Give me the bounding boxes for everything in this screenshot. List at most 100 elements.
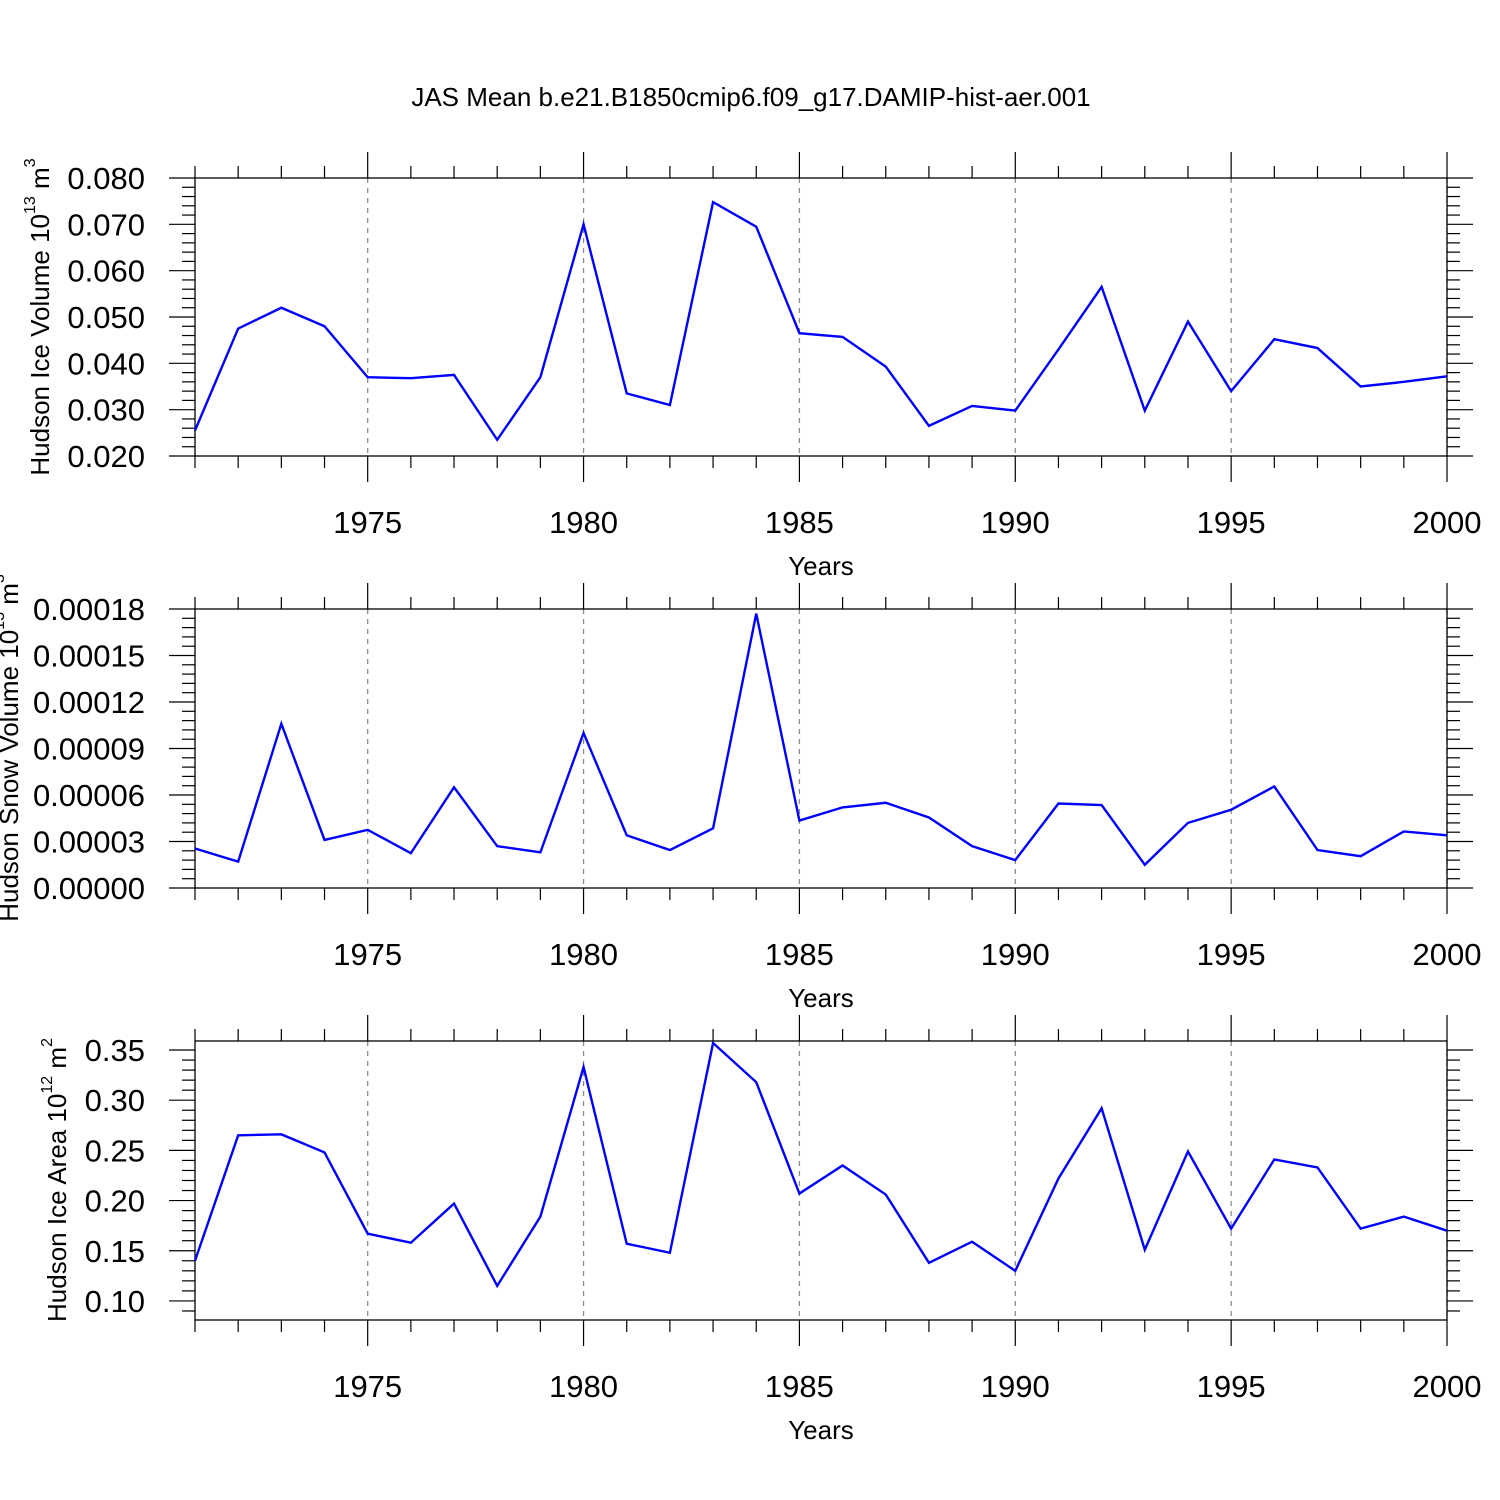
data-point [1445, 833, 1449, 837]
y-axis-label-superscript: 3 [22, 158, 39, 167]
plot-frame [194, 608, 1448, 889]
chart-title: JAS Mean b.e21.B1850cmip6.f09_g17.DAMIP-… [411, 82, 1090, 112]
data-point [323, 324, 327, 328]
x-tick-label: 2000 [1413, 1369, 1482, 1404]
x-axis-label: Years [788, 551, 854, 581]
data-point [1013, 858, 1017, 862]
y-axis-label: Hudson Snow Volume 1013 m3 [0, 574, 24, 922]
y-tick-label: 0.00015 [33, 639, 145, 674]
data-point [1186, 821, 1190, 825]
data-point [452, 373, 456, 377]
x-tick-label: 1980 [549, 505, 618, 540]
data-point [409, 1241, 413, 1245]
y-axis-label-superscript: 13 [22, 196, 39, 214]
data-point [538, 850, 542, 854]
y-tick-label: 0.00000 [33, 871, 145, 906]
data-point [1186, 1149, 1190, 1153]
data-point [884, 801, 888, 805]
series-line [194, 613, 1448, 867]
data-point [452, 785, 456, 789]
y-tick-label: 0.030 [67, 393, 145, 428]
data-point [582, 731, 586, 735]
data-point [279, 722, 283, 726]
data-point [1100, 1106, 1104, 1110]
y-tick-label: 0.080 [67, 161, 145, 196]
data-point [366, 1232, 370, 1236]
data-point [1143, 1248, 1147, 1252]
data-point [409, 851, 413, 855]
data-point [193, 1259, 197, 1263]
data-point [366, 375, 370, 379]
x-tick-label: 1990 [981, 505, 1050, 540]
data-point [1272, 1157, 1276, 1161]
data-point [1359, 385, 1363, 389]
data-point [668, 848, 672, 852]
data-point [1100, 285, 1104, 289]
data-point [538, 375, 542, 379]
x-tick-label: 1975 [333, 1369, 402, 1404]
plot-frame [194, 177, 1448, 457]
series-line [193, 1040, 1448, 1289]
y-tick-label: 0.30 [85, 1083, 145, 1118]
data-point [711, 200, 715, 204]
data-point [927, 815, 931, 819]
x-tick-label: 2000 [1413, 937, 1482, 972]
x-tick-label: 1980 [549, 1369, 618, 1404]
data-point [1315, 848, 1319, 852]
data-point [970, 844, 974, 848]
data-point [927, 1261, 931, 1265]
y-axis-label-text: Hudson Ice Volume 10 [25, 214, 55, 476]
y-axis-label: Hudson Ice Volume 1013 m3 [22, 158, 55, 475]
data-point [1143, 409, 1147, 413]
data-point [323, 838, 327, 842]
y-tick-label: 0.15 [85, 1234, 145, 1269]
y-tick-label: 0.040 [67, 346, 145, 381]
x-tick-label: 1995 [1197, 937, 1266, 972]
y-axis-label-text: Hudson Snow Volume 10 [0, 630, 24, 922]
data-point [495, 1284, 499, 1288]
data-point [582, 222, 586, 226]
data-point [841, 1163, 845, 1167]
data-point [970, 1240, 974, 1244]
data-point [1359, 1227, 1363, 1231]
data-point [1186, 320, 1190, 324]
data-point [1315, 346, 1319, 350]
series-line [193, 200, 1448, 442]
data-point [538, 1215, 542, 1219]
data-point [1445, 374, 1449, 378]
data-point [582, 1065, 586, 1069]
data-point [754, 1080, 758, 1084]
y-axis-label-superscript: 13 [0, 612, 8, 630]
data-point [1445, 1229, 1449, 1233]
panel-1: 1975 1980 1985 1990 1995 2000 0.020 0.030 0.040 0… [22, 152, 1481, 581]
y-tick-label: 0.00018 [33, 592, 145, 627]
data-point [884, 1193, 888, 1197]
x-tick-label: 1975 [333, 505, 402, 540]
data-point [1229, 389, 1233, 393]
data-point [323, 1150, 327, 1154]
data-point [1402, 829, 1406, 833]
x-axis-label: Years [788, 1415, 854, 1445]
data-point [927, 424, 931, 428]
data-point [625, 391, 629, 395]
data-point [1056, 802, 1060, 806]
data-point [970, 404, 974, 408]
data-point [797, 1192, 801, 1196]
data-point [797, 331, 801, 335]
data-point [1402, 1215, 1406, 1219]
data-point [711, 1041, 715, 1045]
y-tick-label: 0.00009 [33, 732, 145, 767]
data-point [452, 1202, 456, 1206]
y-axis-label: Hudson Ice Area 1012 m2 [39, 1038, 72, 1322]
data-point [754, 225, 758, 229]
y-axis-label-superscript: 2 [39, 1038, 56, 1047]
data-point [711, 826, 715, 830]
data-point [279, 1132, 283, 1136]
data-point [625, 1242, 629, 1246]
data-point [1143, 863, 1147, 867]
x-tick-label: 1995 [1197, 1369, 1266, 1404]
data-point [668, 1251, 672, 1255]
data-point [1013, 409, 1017, 413]
data-point [1056, 347, 1060, 351]
